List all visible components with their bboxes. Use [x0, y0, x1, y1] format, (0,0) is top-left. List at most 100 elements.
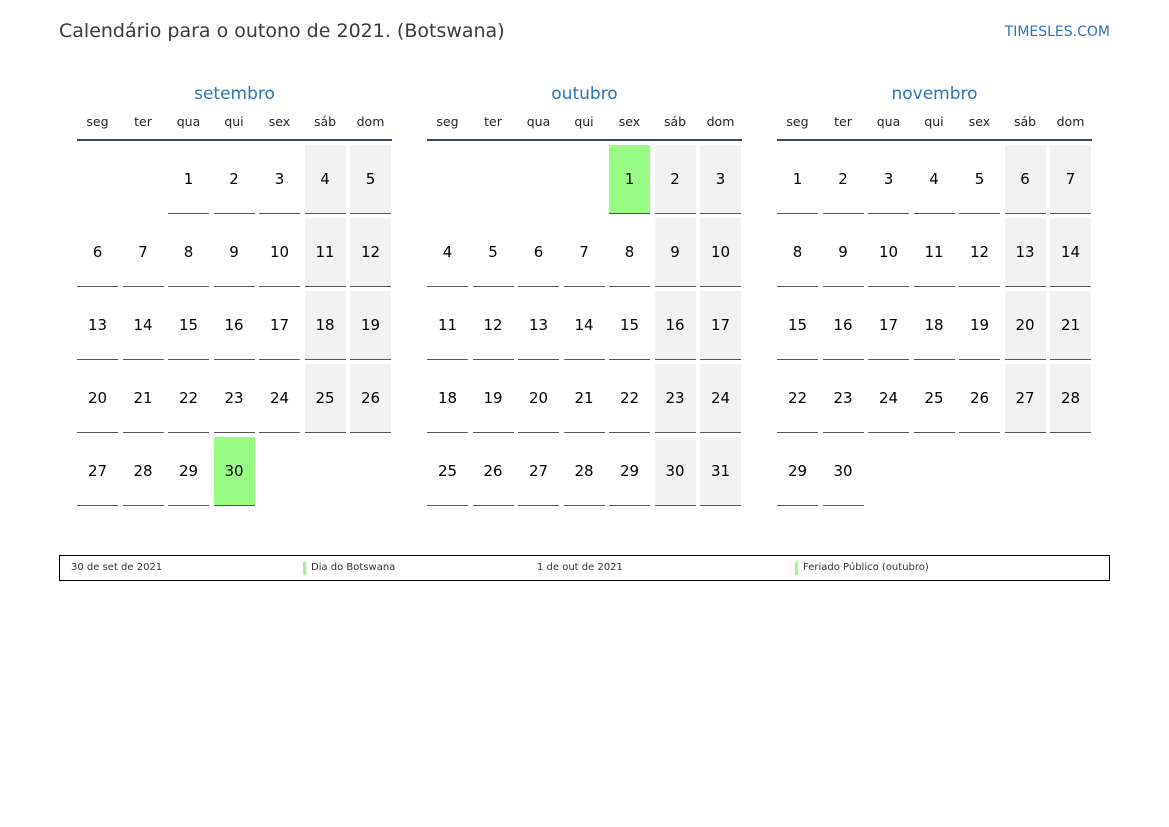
day-cell: 17 — [259, 291, 300, 360]
weekday-label: dom — [706, 114, 735, 129]
day-grid: 1 2 3 4 5 6 7 8 9 10 11 12 13 14 15 16 17 18 19 20 21 22 23 24 2… — [77, 145, 392, 506]
day-grid: 1 2 3 4 5 6 7 8 9 10 11 12 13 14 15 16 17 18 19 20 21 22 23 24 2… — [427, 145, 742, 506]
weekday-label: ter — [484, 114, 502, 129]
legend-holiday-name: Dia do Botswana — [303, 562, 396, 575]
day-cell: 4 — [304, 145, 346, 214]
month-name: setembro — [194, 84, 275, 104]
day-cell: 13 — [77, 291, 118, 360]
empty-cell — [123, 145, 164, 214]
day-cell: 5 — [350, 145, 391, 214]
day-cell: 1 — [168, 145, 209, 214]
day-cell: 25 — [304, 364, 346, 433]
day-cell: 27 — [1004, 364, 1046, 433]
day-cell: 8 — [609, 218, 650, 287]
weekday-label: seg — [86, 114, 109, 129]
holiday-day-cell: 1 — [609, 145, 650, 214]
day-cell: 14 — [122, 291, 164, 360]
day-cell: 6 — [77, 218, 118, 287]
day-cell: 24 — [700, 364, 741, 433]
day-cell: 2 — [654, 145, 696, 214]
day-cell: 18 — [304, 291, 346, 360]
weekday-label: sex — [268, 114, 291, 129]
day-cell: 26 — [472, 437, 514, 506]
day-cell: 1 — [777, 145, 818, 214]
weekday-label: sáb — [663, 114, 687, 129]
weekday-header: seg ter qua qui sex sáb dom — [427, 113, 742, 141]
month-outubro: outubro seg ter qua qui sex sáb dom 1 2 3 4 5 6 7 8 9 10 1… — [427, 82, 742, 506]
day-cell: 9 — [822, 218, 864, 287]
day-cell: 11 — [304, 218, 346, 287]
weekday-label: ter — [834, 114, 852, 129]
day-cell: 25 — [913, 364, 955, 433]
weekday-header: seg ter qua qui sex sáb dom — [777, 113, 1092, 141]
day-cell: 26 — [959, 364, 1000, 433]
legend-date: 30 de set de 2021 — [71, 562, 163, 573]
day-cell: 29 — [609, 437, 650, 506]
day-cell: 17 — [868, 291, 909, 360]
weekday-label: qui — [574, 114, 594, 129]
day-cell: 11 — [913, 218, 955, 287]
day-cell: 26 — [350, 364, 391, 433]
day-cell: 18 — [427, 364, 468, 433]
legend-date: 1 de out de 2021 — [537, 562, 623, 573]
holiday-day-cell: 30 — [213, 437, 255, 506]
day-cell: 18 — [913, 291, 955, 360]
day-cell: 9 — [213, 218, 255, 287]
day-cell: 10 — [259, 218, 300, 287]
legend-holiday-label: Dia do Botswana — [311, 562, 396, 573]
day-cell: 21 — [563, 364, 605, 433]
day-cell: 23 — [822, 364, 864, 433]
day-cell: 12 — [959, 218, 1000, 287]
day-cell: 28 — [122, 437, 164, 506]
month-name: outubro — [551, 84, 618, 104]
day-cell: 5 — [959, 145, 1000, 214]
weekday-label: ter — [134, 114, 152, 129]
day-cell: 22 — [609, 364, 650, 433]
day-cell: 6 — [1004, 145, 1046, 214]
weekday-label: dom — [356, 114, 385, 129]
day-cell: 12 — [350, 218, 391, 287]
day-cell: 8 — [777, 218, 818, 287]
day-cell: 7 — [563, 218, 605, 287]
day-cell: 30 — [654, 437, 696, 506]
empty-cell — [518, 145, 559, 214]
day-cell: 3 — [259, 145, 300, 214]
weekday-label: sáb — [313, 114, 337, 129]
day-cell: 2 — [213, 145, 255, 214]
day-cell: 13 — [1004, 218, 1046, 287]
weekday-label: qua — [176, 114, 201, 129]
day-cell: 10 — [700, 218, 741, 287]
day-cell: 2 — [822, 145, 864, 214]
day-cell: 23 — [213, 364, 255, 433]
day-cell: 19 — [350, 291, 391, 360]
day-cell: 7 — [122, 218, 164, 287]
day-cell: 11 — [427, 291, 468, 360]
page-title: Calendário para o outono de 2021. (Botsw… — [59, 20, 505, 42]
day-cell: 22 — [168, 364, 209, 433]
day-cell: 20 — [518, 364, 559, 433]
day-cell: 3 — [700, 145, 741, 214]
day-cell: 17 — [700, 291, 741, 360]
day-cell: 20 — [77, 364, 118, 433]
day-cell: 29 — [168, 437, 209, 506]
brand-link[interactable]: TIMESLES.COM — [1004, 24, 1110, 40]
legend-holiday-name: Feriado Público (outubro) — [795, 562, 929, 575]
empty-cell — [77, 145, 118, 214]
weekday-label: sáb — [1013, 114, 1037, 129]
day-cell: 14 — [1050, 218, 1091, 287]
day-cell: 28 — [563, 437, 605, 506]
day-cell: 25 — [427, 437, 468, 506]
day-cell: 16 — [822, 291, 864, 360]
day-cell: 8 — [168, 218, 209, 287]
day-cell: 29 — [777, 437, 818, 506]
day-cell: 19 — [472, 364, 514, 433]
day-grid: 1 2 3 4 5 6 7 8 9 10 11 12 13 14 15 16 17 18 19 20 21 22 23 24 2… — [777, 145, 1092, 506]
day-cell: 20 — [1004, 291, 1046, 360]
weekday-label: dom — [1056, 114, 1085, 129]
day-cell: 24 — [868, 364, 909, 433]
weekday-label: qua — [876, 114, 901, 129]
weekday-label: qui — [224, 114, 244, 129]
day-cell: 24 — [259, 364, 300, 433]
legend-holiday-label: Feriado Público (outubro) — [803, 562, 929, 573]
day-cell: 21 — [1050, 291, 1091, 360]
